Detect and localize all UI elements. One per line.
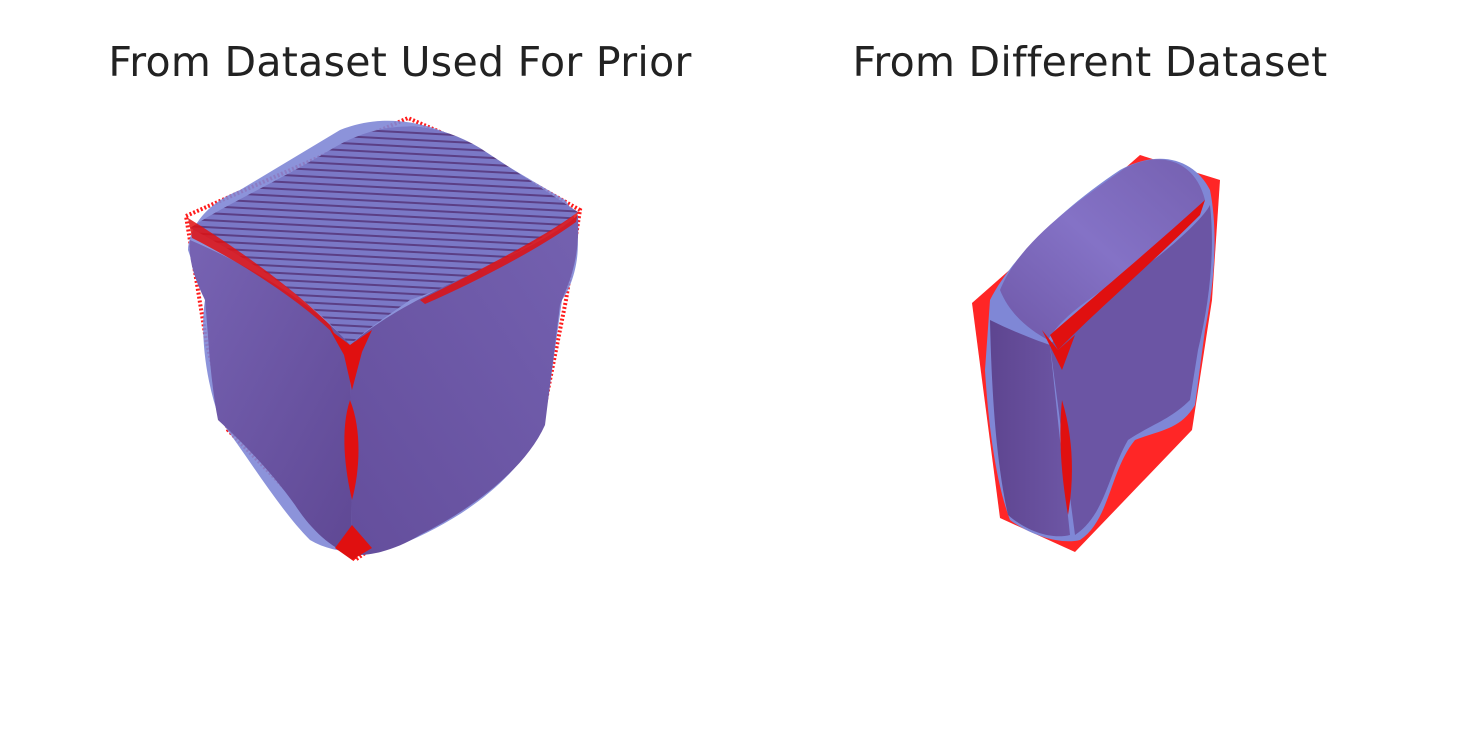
left-mesh-top-face — [190, 126, 578, 345]
right-mesh-object — [972, 155, 1220, 552]
right-red-seam-diagonal — [1050, 200, 1205, 350]
panel-title-right: From Different Dataset — [852, 38, 1328, 86]
left-red-edge-topright — [420, 212, 578, 304]
left-red-edge-topleft — [188, 218, 335, 335]
right-mesh-left-face — [990, 320, 1070, 537]
left-mesh-object — [183, 115, 583, 563]
left-mesh-left-face — [189, 240, 352, 555]
right-red-seam-vertical — [1060, 400, 1072, 515]
right-mesh-top-face — [1000, 159, 1205, 340]
panel-title-left: From Dataset Used For Prior — [108, 38, 692, 86]
right-red-cusp-center — [1042, 330, 1075, 370]
left-point-cloud-outline — [183, 115, 583, 563]
left-red-seam-lower — [344, 400, 359, 500]
right-mesh-right-face — [1050, 205, 1212, 535]
left-red-cusp-center — [330, 330, 372, 390]
left-red-cusp-bottom — [335, 525, 372, 560]
left-mesh-right-face — [350, 215, 579, 556]
